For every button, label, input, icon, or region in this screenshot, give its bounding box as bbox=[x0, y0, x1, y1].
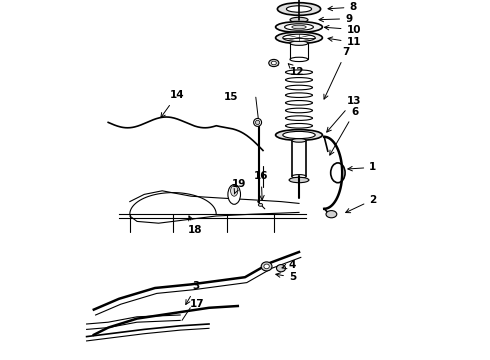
Ellipse shape bbox=[275, 22, 322, 32]
Ellipse shape bbox=[275, 130, 322, 140]
Text: 2: 2 bbox=[346, 195, 376, 213]
Ellipse shape bbox=[289, 177, 309, 183]
Ellipse shape bbox=[290, 17, 308, 22]
Ellipse shape bbox=[264, 264, 270, 269]
Ellipse shape bbox=[290, 41, 308, 45]
Text: 11: 11 bbox=[328, 37, 361, 48]
Ellipse shape bbox=[258, 203, 263, 206]
Text: 5: 5 bbox=[276, 272, 296, 282]
Text: 19: 19 bbox=[231, 179, 245, 194]
Text: 4: 4 bbox=[282, 260, 296, 270]
Text: 6: 6 bbox=[330, 107, 359, 155]
Ellipse shape bbox=[261, 262, 272, 271]
Ellipse shape bbox=[275, 32, 322, 44]
Ellipse shape bbox=[228, 185, 241, 204]
Text: 1: 1 bbox=[348, 162, 376, 172]
Ellipse shape bbox=[276, 265, 286, 272]
Text: 16: 16 bbox=[254, 171, 269, 200]
Ellipse shape bbox=[286, 6, 312, 12]
Ellipse shape bbox=[290, 57, 308, 62]
Ellipse shape bbox=[292, 139, 306, 142]
Text: 14: 14 bbox=[161, 90, 184, 117]
Ellipse shape bbox=[285, 24, 314, 30]
Ellipse shape bbox=[331, 163, 345, 183]
Text: 15: 15 bbox=[224, 92, 239, 102]
Text: 10: 10 bbox=[324, 24, 361, 35]
Ellipse shape bbox=[255, 120, 260, 125]
Text: 12: 12 bbox=[288, 64, 304, 77]
Ellipse shape bbox=[326, 211, 337, 218]
Text: 17: 17 bbox=[190, 299, 204, 309]
Ellipse shape bbox=[269, 59, 279, 67]
Text: 9: 9 bbox=[319, 14, 352, 24]
FancyBboxPatch shape bbox=[292, 140, 306, 176]
Ellipse shape bbox=[292, 175, 306, 178]
Ellipse shape bbox=[271, 61, 276, 65]
Text: 13: 13 bbox=[327, 96, 361, 132]
Text: 3: 3 bbox=[186, 281, 200, 305]
Ellipse shape bbox=[254, 118, 262, 126]
Ellipse shape bbox=[292, 25, 306, 29]
Ellipse shape bbox=[277, 3, 320, 15]
Ellipse shape bbox=[283, 131, 315, 139]
Text: 18: 18 bbox=[188, 216, 203, 235]
Ellipse shape bbox=[283, 34, 315, 41]
Ellipse shape bbox=[231, 185, 238, 196]
Text: 8: 8 bbox=[328, 2, 357, 12]
FancyBboxPatch shape bbox=[290, 43, 308, 59]
Text: 7: 7 bbox=[324, 47, 349, 99]
